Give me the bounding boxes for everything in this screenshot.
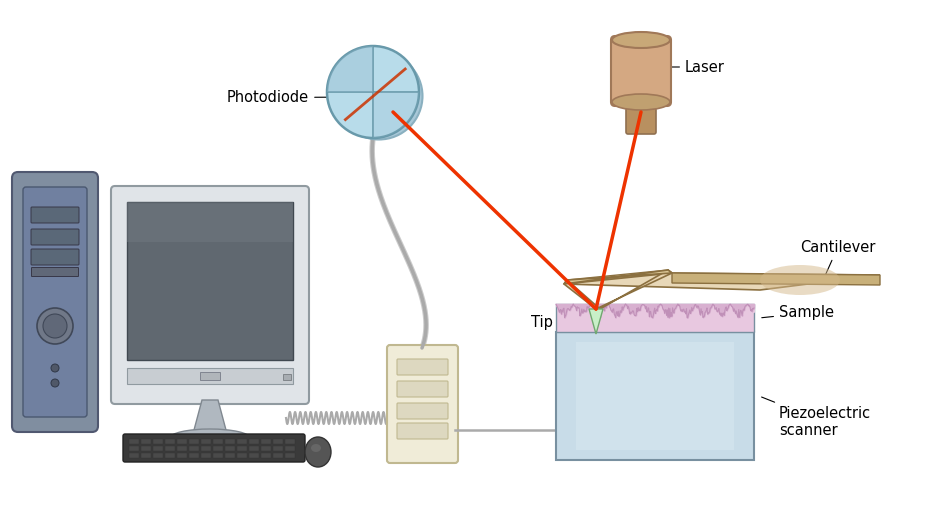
Polygon shape — [672, 273, 880, 285]
Ellipse shape — [311, 444, 321, 452]
Bar — [129, 446, 139, 451]
Bar — [213, 453, 223, 458]
Bar — [237, 439, 247, 444]
Polygon shape — [589, 309, 603, 334]
Bar — [177, 453, 187, 458]
FancyBboxPatch shape — [611, 36, 671, 106]
Bar — [225, 453, 235, 458]
Polygon shape — [194, 400, 226, 430]
Ellipse shape — [305, 437, 331, 467]
Bar — [165, 446, 175, 451]
Circle shape — [51, 379, 59, 387]
FancyBboxPatch shape — [397, 359, 448, 375]
Bar — [127, 202, 293, 360]
Bar — [273, 446, 283, 451]
FancyBboxPatch shape — [397, 403, 448, 419]
Polygon shape — [564, 270, 672, 284]
Bar — [129, 439, 139, 444]
Text: Laser: Laser — [671, 60, 725, 75]
Bar — [189, 446, 199, 451]
Bar — [141, 446, 151, 451]
Circle shape — [327, 46, 419, 138]
Bar — [225, 446, 235, 451]
Bar — [141, 453, 151, 458]
FancyBboxPatch shape — [123, 434, 305, 462]
Text: Photodiode: Photodiode — [227, 90, 366, 105]
Bar — [249, 453, 259, 458]
Polygon shape — [564, 270, 672, 284]
Bar — [153, 453, 163, 458]
Wedge shape — [373, 92, 419, 138]
Polygon shape — [596, 270, 672, 309]
Bar — [273, 453, 283, 458]
Bar — [165, 453, 175, 458]
Bar — [556, 304, 754, 332]
FancyBboxPatch shape — [31, 207, 79, 223]
Wedge shape — [327, 46, 373, 92]
Bar — [283, 374, 291, 380]
Bar — [177, 446, 187, 451]
Bar — [261, 446, 271, 451]
FancyBboxPatch shape — [31, 229, 79, 245]
FancyBboxPatch shape — [626, 108, 656, 134]
Bar — [189, 453, 199, 458]
Bar — [285, 453, 295, 458]
Bar — [261, 453, 271, 458]
Bar — [285, 446, 295, 451]
Bar — [165, 439, 175, 444]
FancyBboxPatch shape — [387, 345, 458, 463]
Ellipse shape — [612, 94, 670, 110]
Text: Tip: Tip — [531, 315, 596, 329]
Bar — [285, 439, 295, 444]
Text: Sample: Sample — [762, 306, 834, 321]
Bar — [213, 439, 223, 444]
Bar — [249, 439, 259, 444]
Bar — [237, 453, 247, 458]
FancyBboxPatch shape — [12, 172, 98, 432]
Ellipse shape — [612, 32, 670, 48]
Bar — [213, 446, 223, 451]
Bar — [127, 202, 293, 242]
Bar — [556, 332, 754, 460]
Bar — [201, 446, 211, 451]
Bar — [273, 439, 283, 444]
Ellipse shape — [336, 53, 423, 139]
Bar — [153, 446, 163, 451]
Text: Cantilever: Cantilever — [800, 240, 875, 284]
Bar — [200, 372, 220, 380]
Ellipse shape — [760, 265, 840, 295]
Circle shape — [51, 364, 59, 372]
Bar — [201, 439, 211, 444]
FancyBboxPatch shape — [397, 381, 448, 397]
Bar — [129, 453, 139, 458]
Bar — [225, 439, 235, 444]
Polygon shape — [564, 280, 600, 309]
Bar — [249, 446, 259, 451]
Bar — [127, 368, 293, 384]
Bar — [261, 439, 271, 444]
FancyBboxPatch shape — [31, 249, 79, 265]
Bar — [141, 439, 151, 444]
Circle shape — [37, 308, 73, 344]
FancyBboxPatch shape — [32, 268, 79, 277]
FancyBboxPatch shape — [111, 186, 309, 404]
Bar — [576, 342, 734, 450]
Ellipse shape — [170, 429, 250, 447]
Text: Piezoelectric
scanner: Piezoelectric scanner — [762, 397, 871, 438]
Polygon shape — [564, 273, 880, 290]
FancyBboxPatch shape — [23, 187, 87, 417]
Bar — [177, 439, 187, 444]
Circle shape — [43, 314, 67, 338]
Bar — [189, 439, 199, 444]
Bar — [201, 453, 211, 458]
Bar — [153, 439, 163, 444]
Bar — [237, 446, 247, 451]
FancyBboxPatch shape — [397, 423, 448, 439]
